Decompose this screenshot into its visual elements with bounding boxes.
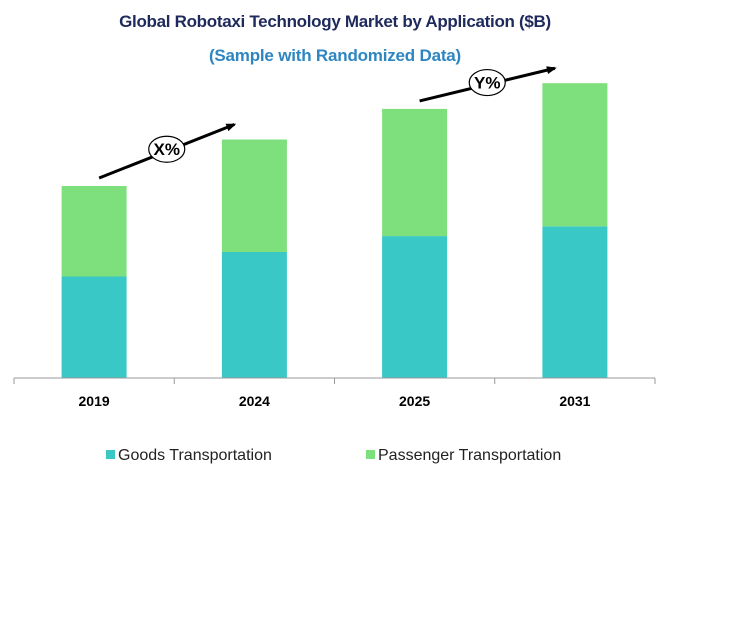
bar-2019-passenger-transportation [61, 186, 127, 277]
legend-label: Goods Transportation [118, 447, 272, 464]
bar-2031-goods-transportation [542, 226, 608, 378]
legend-swatch-passenger-transportation [366, 450, 375, 459]
bar-2025-goods-transportation [382, 236, 448, 378]
x-tick-label-2024: 2024 [239, 393, 270, 409]
bar-2019-goods-transportation [61, 276, 127, 378]
chart-subtitle: (Sample with Randomized Data) [208, 46, 462, 65]
bars-group [61, 83, 608, 378]
x-tick-label-2031: 2031 [559, 393, 590, 409]
bar-2025-passenger-transportation [382, 108, 448, 237]
growth-bubble [148, 135, 186, 163]
growth-annotations: X% Y% [98, 66, 557, 180]
x-tick-label-2019: 2019 [79, 393, 110, 409]
x-axis: 2019 2024 2025 2031 [13, 377, 656, 409]
growth-bubble [468, 68, 506, 97]
growth-label: X% [154, 140, 180, 159]
chart-title: Global Robotaxi Technology Market by App… [119, 12, 551, 31]
legend-label: Passenger Transportation [378, 447, 561, 464]
bar-2024-goods-transportation [221, 252, 287, 378]
x-tick-label-2025: 2025 [399, 393, 430, 409]
legend-swatch-goods-transportation [106, 450, 115, 459]
bar-2024-passenger-transportation [221, 139, 287, 252]
growth-label: Y% [474, 74, 500, 93]
bar-2031-passenger-transportation [542, 83, 608, 227]
legend: Goods Transportation Passenger Transporta… [106, 447, 561, 464]
